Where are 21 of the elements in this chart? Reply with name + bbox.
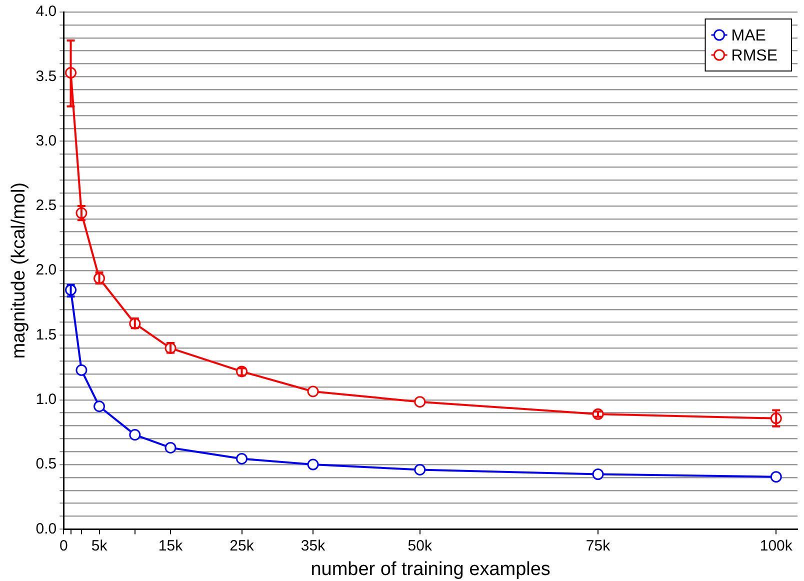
x-tick-label: 100k [760, 537, 793, 554]
y-tick-label: 0.0 [36, 520, 57, 538]
y-tick-label: 3.5 [36, 68, 57, 85]
y-tick-label: 2.0 [36, 262, 57, 279]
x-tick-label: 5k [91, 537, 108, 554]
x-tick-label: 0 [59, 537, 68, 554]
y-tick-label: 1.0 [36, 391, 57, 408]
x-axis-title: number of training examples [310, 558, 550, 580]
x-tick-label: 25k [230, 537, 254, 554]
y-tick-label: 2.5 [36, 197, 57, 214]
x-tick-label: 35k [300, 537, 326, 554]
legend-label: RMSE [731, 47, 778, 64]
y-axis-title: magnitude (kcal/mol) [8, 182, 30, 359]
x-tick-label: 75k [586, 537, 611, 554]
y-tick-label: 4.0 [36, 3, 57, 20]
x-tick-label: 15k [158, 537, 184, 554]
legend-label: MAE [731, 27, 766, 44]
y-tick-label: 1.5 [36, 326, 57, 344]
y-tick-label: 0.5 [36, 456, 57, 473]
x-tick-label: 50k [408, 537, 432, 554]
y-tick-label: 3.0 [36, 132, 57, 150]
